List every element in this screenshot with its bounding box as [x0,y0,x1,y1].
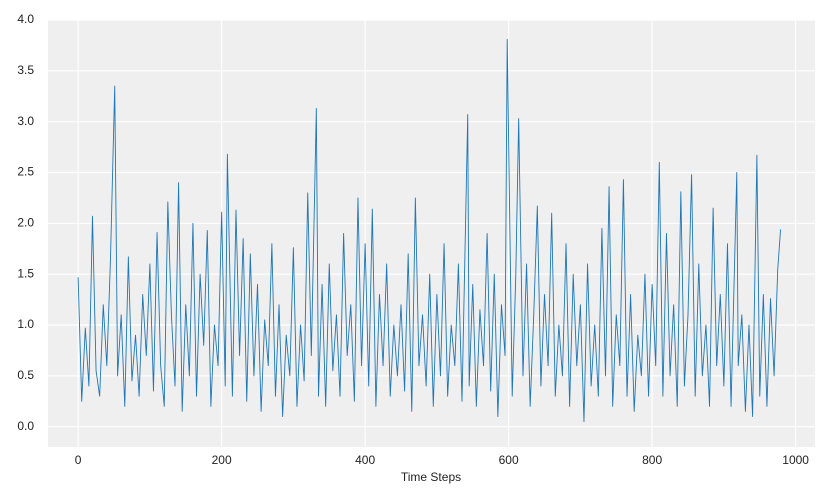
plot-area [48,20,815,447]
x-tick-label: 600 [499,453,519,467]
y-tick-label: 3.0 [17,114,34,128]
data-line [77,38,782,423]
y-tick-label: 3.5 [17,63,34,77]
y-tick-label: 4.0 [17,12,34,26]
x-tick-label: 1000 [782,453,809,467]
y-tick-label: 1.0 [17,317,34,331]
y-tick-label: 0.0 [17,419,34,433]
y-tick-label: 0.5 [17,368,34,382]
y-tick-label: 1.5 [17,266,34,280]
x-tick-label: 400 [355,453,375,467]
x-tick-label: 0 [75,453,82,467]
y-tick-label: 2.5 [17,165,34,179]
x-tick-label: 800 [642,453,662,467]
x-tick-label: 200 [212,453,232,467]
x-axis-label: Time Steps [401,470,461,484]
y-tick-label: 2.0 [17,216,34,230]
